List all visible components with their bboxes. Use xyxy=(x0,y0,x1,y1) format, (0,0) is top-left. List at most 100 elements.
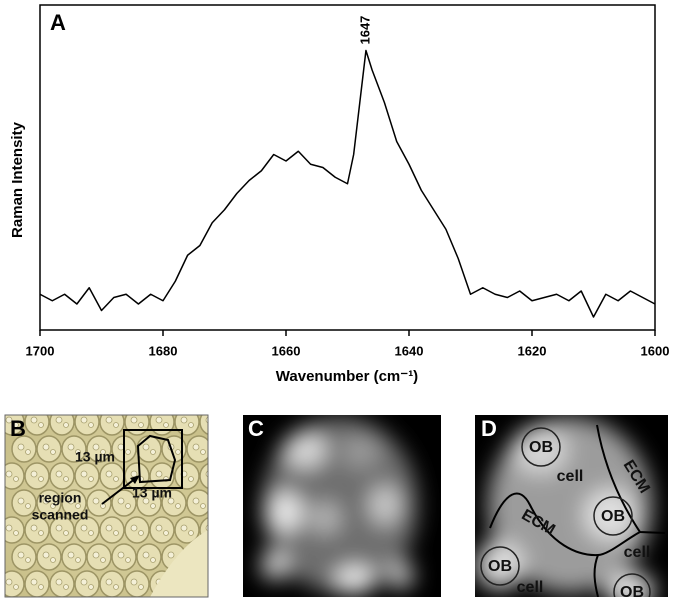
granule xyxy=(130,524,138,532)
granule xyxy=(50,557,56,563)
granule xyxy=(63,476,69,482)
cell xyxy=(24,516,50,544)
cell xyxy=(111,543,137,571)
granule xyxy=(167,497,175,505)
granule xyxy=(42,551,50,559)
granule xyxy=(105,524,113,532)
granule xyxy=(188,530,194,536)
cell xyxy=(174,516,200,544)
granule xyxy=(113,530,119,536)
granule xyxy=(205,470,208,478)
granule xyxy=(142,551,150,559)
peak-label: 1647 xyxy=(357,16,372,45)
granule xyxy=(50,503,56,509)
granule xyxy=(167,551,175,559)
granule xyxy=(200,503,206,509)
granule xyxy=(125,557,131,563)
cell xyxy=(99,415,125,436)
granule xyxy=(175,503,181,509)
granule xyxy=(117,497,125,505)
granule xyxy=(155,470,163,478)
cell xyxy=(49,570,75,597)
arrow-head xyxy=(130,475,140,484)
x-tick-label: 1600 xyxy=(641,343,670,358)
scale-label: 13 µm xyxy=(132,485,172,501)
cell xyxy=(61,543,87,571)
cell-label: cell xyxy=(517,579,544,596)
cell xyxy=(11,435,37,463)
granule xyxy=(25,449,31,455)
granule xyxy=(80,524,88,532)
cell-label: cell xyxy=(557,468,584,485)
granule xyxy=(205,524,208,532)
cell xyxy=(111,489,137,517)
granule xyxy=(17,551,25,559)
cell xyxy=(86,435,112,463)
cells xyxy=(5,415,231,597)
cell xyxy=(186,489,208,517)
plot-frame xyxy=(39,4,656,331)
cell xyxy=(24,415,50,436)
panel-label: B xyxy=(10,416,26,441)
granule xyxy=(92,443,100,451)
granule xyxy=(63,584,69,590)
granule xyxy=(226,504,231,509)
cell xyxy=(124,570,150,597)
granule xyxy=(88,584,94,590)
granule xyxy=(105,578,113,586)
cell xyxy=(174,415,200,436)
granule xyxy=(88,422,94,428)
granule xyxy=(92,497,100,505)
map-blobs xyxy=(261,417,418,594)
scan-box xyxy=(123,429,183,489)
cell xyxy=(49,462,75,490)
granule xyxy=(163,530,169,536)
cell xyxy=(24,462,50,490)
cell xyxy=(74,462,100,490)
granule xyxy=(13,530,19,536)
ob-circles xyxy=(480,427,651,597)
granule xyxy=(138,422,144,428)
y-axis-label: Raman Intensity xyxy=(9,121,26,238)
granule xyxy=(25,503,31,509)
scan-outline xyxy=(136,434,177,484)
granule xyxy=(30,578,38,586)
panel-border xyxy=(4,414,209,598)
granule xyxy=(67,497,75,505)
cell xyxy=(74,570,100,597)
cell xyxy=(186,435,208,463)
granule xyxy=(38,476,44,482)
granule xyxy=(5,470,13,478)
cell xyxy=(61,489,87,517)
ob-label: OB xyxy=(620,584,644,601)
granule xyxy=(214,477,219,482)
granule xyxy=(42,443,50,451)
granule xyxy=(17,497,25,505)
x-tick-label: 1660 xyxy=(272,343,301,358)
granule xyxy=(150,557,156,563)
granule xyxy=(188,422,194,428)
granule xyxy=(92,551,100,559)
granule xyxy=(188,476,194,482)
granule xyxy=(100,557,106,563)
granule xyxy=(75,449,81,455)
granule xyxy=(218,498,224,504)
cell xyxy=(99,570,125,597)
panel-label: D xyxy=(481,416,497,441)
cell xyxy=(124,415,150,436)
granule xyxy=(17,443,25,451)
granule xyxy=(125,449,131,455)
granule xyxy=(50,449,56,455)
cell xyxy=(74,415,100,436)
cell xyxy=(74,516,100,544)
granule xyxy=(113,584,119,590)
ob-label: OB xyxy=(488,558,512,575)
cell xyxy=(86,543,112,571)
x-axis-label: Wavenumber (cm⁻¹) xyxy=(276,368,418,385)
granule xyxy=(13,422,19,428)
cell xyxy=(149,415,175,436)
cell xyxy=(49,415,75,436)
scale-label: 13 µm xyxy=(75,449,115,465)
granule xyxy=(163,422,169,428)
cell xyxy=(199,415,208,436)
